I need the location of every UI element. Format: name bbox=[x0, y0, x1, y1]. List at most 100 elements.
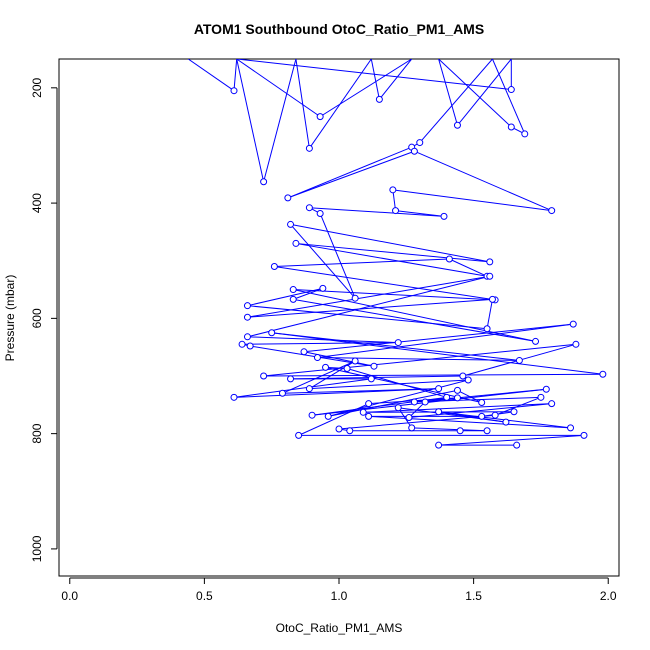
data-point bbox=[389, 186, 397, 194]
data-point bbox=[435, 408, 443, 416]
series-line-segment bbox=[449, 258, 488, 277]
data-point bbox=[335, 425, 343, 433]
data-point bbox=[243, 302, 251, 310]
series-line-segment bbox=[290, 223, 490, 263]
series-line-segment bbox=[317, 323, 574, 359]
x-tick-label: 0.0 bbox=[61, 589, 78, 603]
y-tick-label: 1000 bbox=[30, 535, 44, 562]
series-line-segment bbox=[309, 379, 469, 390]
data-point bbox=[243, 313, 251, 321]
data-point bbox=[548, 400, 556, 408]
x-tick-label: 1.0 bbox=[331, 589, 348, 603]
data-point bbox=[243, 333, 251, 341]
series-line-segment bbox=[293, 287, 324, 300]
data-point bbox=[510, 408, 518, 416]
data-point bbox=[483, 427, 491, 435]
data-point bbox=[394, 404, 402, 412]
data-point bbox=[295, 431, 303, 439]
series-line-segment bbox=[293, 298, 536, 342]
series-line-segment bbox=[319, 213, 356, 299]
series-line-segment bbox=[295, 59, 310, 149]
series-line-segment bbox=[282, 388, 439, 394]
x-tick-label: 1.5 bbox=[465, 589, 482, 603]
x-tick-label: 0.5 bbox=[196, 589, 213, 603]
data-point bbox=[416, 139, 424, 147]
series-line-segment bbox=[271, 332, 603, 375]
data-point bbox=[572, 340, 580, 348]
series-line-segment bbox=[308, 59, 372, 149]
data-point bbox=[305, 144, 313, 152]
data-point bbox=[370, 362, 378, 370]
series-line-segment bbox=[309, 207, 445, 217]
series-line-segment bbox=[438, 59, 512, 128]
data-point bbox=[502, 418, 510, 426]
series-line-segment bbox=[414, 150, 552, 212]
data-point bbox=[319, 284, 327, 292]
series-line-segment bbox=[457, 59, 512, 126]
series-line-segment bbox=[247, 298, 493, 318]
series-line-segment bbox=[411, 427, 488, 432]
x-axis: 0.0 0.5 1.0 1.5 2.0 bbox=[61, 577, 617, 603]
series-line-segment bbox=[242, 342, 399, 345]
data-point bbox=[289, 286, 297, 294]
series-line-segment bbox=[486, 299, 493, 329]
data-point bbox=[580, 431, 588, 439]
series-line-segment bbox=[303, 323, 574, 353]
data-point bbox=[410, 398, 418, 406]
data-point bbox=[313, 354, 321, 362]
x-tick-label: 2.0 bbox=[600, 589, 617, 603]
series-line-segment bbox=[233, 378, 372, 398]
data-point bbox=[567, 424, 575, 432]
data-point bbox=[308, 411, 316, 419]
data-points bbox=[230, 86, 607, 449]
data-point bbox=[351, 357, 359, 365]
series-line-segment bbox=[274, 258, 450, 267]
data-point bbox=[270, 262, 278, 270]
data-point bbox=[456, 427, 464, 435]
data-point bbox=[284, 194, 292, 202]
series-line-segment bbox=[370, 59, 380, 100]
data-point bbox=[443, 393, 451, 401]
data-point bbox=[488, 295, 496, 303]
data-point bbox=[435, 385, 443, 393]
series-line-segment bbox=[438, 434, 585, 446]
y-tick-label: 800 bbox=[30, 423, 44, 443]
series-line-segment bbox=[419, 59, 493, 143]
data-point bbox=[521, 130, 529, 138]
series-line-segment bbox=[271, 332, 520, 361]
data-point bbox=[375, 95, 383, 103]
data-point bbox=[246, 342, 254, 350]
data-point bbox=[359, 408, 367, 416]
data-point bbox=[367, 375, 375, 383]
data-point bbox=[569, 320, 577, 328]
data-point bbox=[445, 255, 453, 263]
data-point bbox=[365, 400, 373, 408]
data-point bbox=[316, 113, 324, 121]
data-point bbox=[324, 412, 332, 420]
series-line-segment bbox=[295, 242, 490, 263]
series-line-segment bbox=[325, 366, 348, 370]
data-point bbox=[478, 412, 486, 420]
data-point bbox=[394, 339, 402, 347]
y-axis: 200 400 600 800 1000 bbox=[30, 77, 58, 562]
series-line-segment bbox=[312, 388, 547, 416]
series-line-segment bbox=[263, 59, 297, 182]
data-point bbox=[292, 239, 300, 247]
series-line-segment bbox=[414, 388, 547, 403]
series-line-segment bbox=[274, 265, 496, 301]
series-line-segment bbox=[236, 59, 321, 118]
y-axis-label: Pressure (mbar) bbox=[3, 275, 17, 362]
data-point bbox=[278, 389, 286, 397]
series-line-segment bbox=[187, 59, 235, 92]
series-line-segment bbox=[293, 289, 496, 301]
data-point bbox=[421, 398, 429, 406]
data-point bbox=[305, 385, 313, 393]
data-point bbox=[486, 258, 494, 266]
data-point bbox=[238, 340, 246, 348]
plot-frame bbox=[58, 58, 620, 577]
series-line-segment bbox=[247, 287, 323, 307]
data-point bbox=[513, 441, 521, 449]
series-line-segment bbox=[287, 146, 412, 199]
y-tick-label: 600 bbox=[30, 308, 44, 328]
